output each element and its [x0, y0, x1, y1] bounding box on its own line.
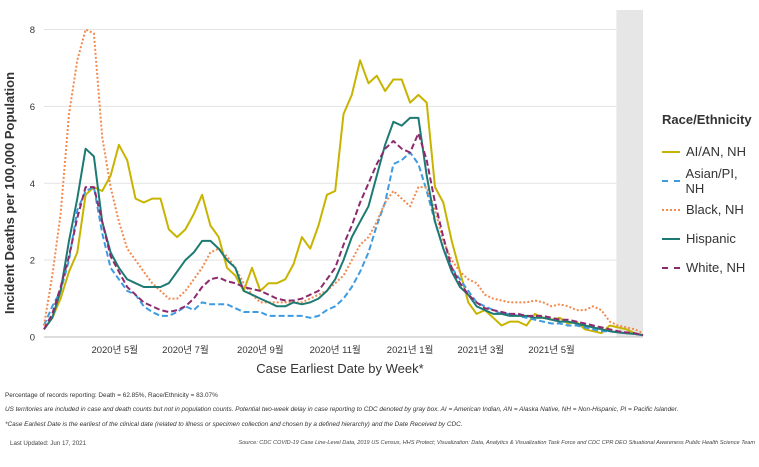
gridlines: [44, 29, 643, 261]
series-line-asian-pi-nh: [43, 151, 644, 337]
y-axis: 0 2 4 6 8: [30, 25, 35, 343]
y-tick-label: 6: [30, 102, 35, 113]
legend-swatch: [662, 208, 680, 211]
series-line-black-nh: [43, 28, 644, 335]
legend-swatch: [662, 150, 680, 153]
legend-item: Asian/PI, NH: [662, 165, 758, 196]
line-chart: 2020년 5월 2020년 7월 2020년 9월 2020년 11월 2021년 1…: [2, 10, 644, 376]
x-tick-label: 2020년 11월: [310, 344, 361, 356]
note-territories: US territories are included in case and …: [5, 406, 679, 413]
x-tick-label: 2021년 3월: [457, 344, 504, 356]
legend-label: White, NH: [686, 260, 746, 275]
x-tick-label: 2020년 7월: [162, 344, 209, 356]
legend-item: White, NH: [662, 253, 758, 282]
legend-label: AI/AN, NH: [686, 144, 746, 159]
legend-label: Black, NH: [686, 202, 744, 217]
y-tick-label: 2: [30, 256, 35, 267]
x-tick-label: 2020년 5월: [91, 344, 138, 356]
note-records-reporting: Percentage of records reporting: Death =…: [5, 392, 218, 399]
legend-label: Hispanic: [686, 231, 736, 246]
x-axis-title: Case Earliest Date by Week*: [256, 361, 423, 376]
legend: Race/Ethnicity AI/AN, NH Asian/PI, NH Blac…: [662, 112, 758, 282]
y-tick-label: 0: [30, 333, 35, 344]
reporting-delay-box: [616, 10, 643, 337]
y-tick-label: 8: [30, 25, 35, 36]
series-line-white-nh: [43, 132, 644, 337]
series-lines: [43, 28, 644, 337]
note-case-date: *Case Earliest Date is the earliest of t…: [5, 421, 463, 428]
legend-swatch: [662, 266, 680, 269]
legend-item: Black, NH: [662, 195, 758, 224]
last-updated: Last Updated: Jun 17, 2021: [10, 440, 87, 447]
legend-label: Asian/PI, NH: [685, 165, 738, 196]
y-tick-label: 4: [30, 179, 35, 190]
y-axis-title: Incident Deaths per 100,000 Population: [2, 72, 17, 314]
legend-swatch: [662, 237, 680, 240]
x-tick-label: 2020년 9월: [237, 344, 284, 356]
x-tick-label: 2021년 1월: [387, 344, 434, 356]
legend-items: AI/AN, NH Asian/PI, NH Black, NH Hispanic Wh…: [662, 137, 758, 282]
source-credit: Source: CDC COVID-19 Case Line-Level Dat…: [238, 440, 755, 446]
legend-item: Hispanic: [662, 224, 758, 253]
series-line-hispanic: [43, 116, 644, 337]
x-axis: 2020년 5월 2020년 7월 2020년 9월 2020년 11월 2021년 1…: [44, 336, 643, 356]
legend-item: AI/AN, NH: [662, 137, 758, 166]
legend-swatch: [662, 179, 680, 182]
x-tick-label: 2021년 5월: [528, 344, 575, 356]
legend-title: Race/Ethnicity: [662, 112, 752, 127]
